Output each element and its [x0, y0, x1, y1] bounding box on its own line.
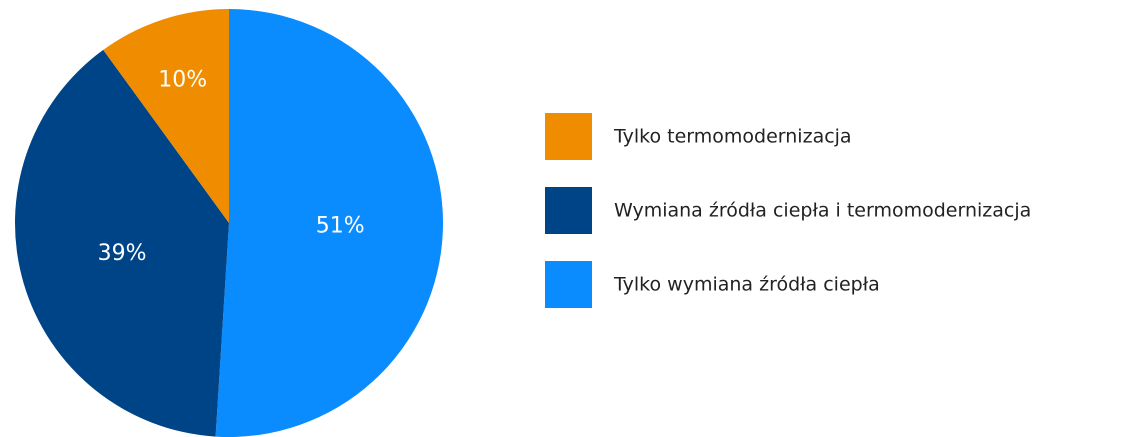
pie-slice — [215, 9, 443, 437]
legend-label: Tylko termomodernizacja — [613, 126, 852, 148]
slice-label: 39% — [98, 241, 147, 266]
slice-label: 51% — [316, 213, 365, 238]
pie-slice — [15, 49, 230, 437]
legend-label: Tylko wymiana źródła ciepła — [613, 274, 880, 296]
legend-label: Wymiana źródła ciepła i termomodernizacj… — [614, 200, 1031, 222]
legend-swatch — [545, 261, 592, 308]
pie-slice — [103, 9, 229, 223]
legend-swatch — [545, 113, 592, 160]
legend-swatch — [545, 187, 592, 234]
slice-label: 10% — [158, 68, 207, 93]
